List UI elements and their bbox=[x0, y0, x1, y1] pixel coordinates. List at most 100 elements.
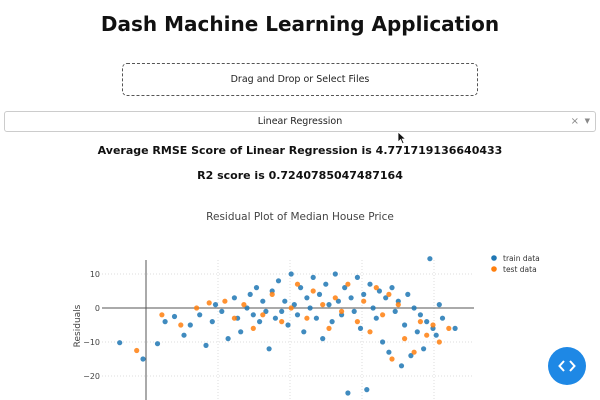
clear-icon[interactable]: × bbox=[570, 116, 579, 127]
test-data-point bbox=[260, 312, 266, 318]
train-data-point bbox=[231, 295, 237, 301]
test-data-point bbox=[279, 319, 285, 325]
train-data-point bbox=[348, 295, 354, 301]
train-data-point bbox=[279, 308, 285, 314]
train-data-point bbox=[154, 341, 161, 347]
train-data-point bbox=[316, 291, 323, 297]
train-data-point bbox=[257, 319, 263, 325]
train-data-point bbox=[304, 295, 310, 301]
train-data-point bbox=[373, 315, 379, 321]
test-data-point bbox=[241, 302, 247, 308]
train-data-point bbox=[342, 285, 348, 291]
test-data-point bbox=[380, 312, 386, 318]
test-data-point bbox=[389, 356, 395, 362]
code-brackets-icon bbox=[558, 360, 576, 372]
train-data-point bbox=[294, 312, 301, 318]
test-data-point bbox=[402, 336, 408, 342]
residual-plot: Residual Plot of Median House Price 10 0 −… bbox=[73, 211, 540, 400]
train-data-point bbox=[411, 305, 417, 311]
train-data-point bbox=[244, 305, 250, 311]
train-data-point bbox=[197, 312, 203, 318]
train-data-point bbox=[380, 339, 386, 345]
model-select-value: Linear Regression bbox=[257, 116, 343, 127]
test-data-point bbox=[194, 305, 200, 311]
train-data-point bbox=[417, 312, 423, 318]
train-data-point bbox=[320, 336, 326, 342]
train-data-point bbox=[171, 313, 178, 320]
train-data-point bbox=[376, 288, 382, 294]
train-data-point bbox=[203, 342, 209, 348]
train-data-point bbox=[427, 256, 433, 262]
train-data-point bbox=[117, 340, 123, 346]
model-select-dropdown[interactable]: Linear Regression × ▼ bbox=[4, 111, 596, 132]
train-data-point bbox=[335, 298, 341, 304]
test-data-point bbox=[250, 325, 256, 331]
train-data-point bbox=[383, 295, 389, 301]
test-data-point bbox=[436, 339, 442, 345]
train-data-point bbox=[285, 322, 291, 328]
test-data-point bbox=[320, 302, 326, 308]
chart-title: Residual Plot of Median House Price bbox=[206, 211, 394, 223]
train-data-point bbox=[398, 363, 405, 369]
train-data-point bbox=[414, 329, 420, 335]
test-data-point bbox=[386, 291, 392, 297]
test-data-point bbox=[222, 298, 228, 304]
train-data-point bbox=[272, 315, 278, 321]
test-data-point bbox=[269, 291, 275, 297]
train-data-point bbox=[291, 302, 297, 308]
train-data-point bbox=[225, 336, 231, 342]
chevron-down-icon[interactable]: ▼ bbox=[584, 117, 590, 125]
train-data-point bbox=[345, 390, 351, 396]
y-tick-label: 10 bbox=[90, 270, 100, 279]
test-data-point bbox=[134, 347, 140, 354]
train-data-point bbox=[370, 305, 376, 311]
train-data-point bbox=[313, 315, 319, 321]
r2-score-text: R2 score is 0.7240785047487164 bbox=[197, 169, 403, 182]
train-data-point bbox=[329, 319, 335, 325]
test-data-point bbox=[310, 288, 316, 294]
train-data-point bbox=[364, 387, 370, 393]
train-data-point bbox=[275, 278, 282, 284]
train-data-point bbox=[298, 285, 304, 291]
test-data-point bbox=[395, 302, 401, 308]
code-toggle-button[interactable] bbox=[548, 347, 586, 385]
train-data-point bbox=[212, 302, 219, 308]
train-data-point bbox=[439, 315, 446, 321]
test-data-point bbox=[294, 281, 301, 287]
y-axis-label: Residuals bbox=[73, 304, 83, 347]
train-data-point bbox=[402, 322, 408, 328]
train-data-point bbox=[392, 308, 398, 314]
train-data-point bbox=[253, 285, 260, 291]
train-data-point bbox=[181, 332, 187, 338]
train-data-point bbox=[219, 308, 225, 314]
test-data-point bbox=[411, 349, 417, 355]
test-data-point bbox=[424, 332, 430, 338]
train-data-point bbox=[367, 281, 373, 287]
train-data-point bbox=[162, 319, 168, 325]
train-data-point bbox=[307, 305, 313, 311]
test-data-point bbox=[288, 305, 294, 311]
train-data-point bbox=[288, 271, 294, 277]
test-data-point bbox=[446, 325, 452, 331]
train-data-point bbox=[238, 329, 244, 335]
train-data-point bbox=[250, 312, 256, 318]
app-title: Dash Machine Learning Application bbox=[100, 12, 500, 36]
train-data-point bbox=[332, 271, 338, 277]
train-data-point bbox=[326, 302, 332, 308]
legend-label: test data bbox=[503, 265, 537, 274]
upload-label: Drag and Drop or Select Files bbox=[230, 74, 370, 85]
train-data-point bbox=[209, 319, 215, 325]
train-data-point bbox=[433, 332, 439, 338]
test-data-point bbox=[367, 329, 373, 335]
file-upload-dropzone[interactable]: Drag and Drop or Select Files bbox=[122, 63, 478, 96]
train-data-point bbox=[263, 308, 269, 314]
test-data-point bbox=[304, 315, 310, 321]
legend-marker bbox=[491, 255, 497, 261]
test-data-point bbox=[430, 322, 436, 328]
y-tick-label: −20 bbox=[83, 372, 100, 381]
train-data-point bbox=[187, 322, 193, 328]
test-data-point bbox=[332, 295, 338, 301]
train-data-point bbox=[301, 329, 307, 335]
test-data-point bbox=[206, 300, 212, 306]
train-data-point bbox=[408, 353, 414, 359]
